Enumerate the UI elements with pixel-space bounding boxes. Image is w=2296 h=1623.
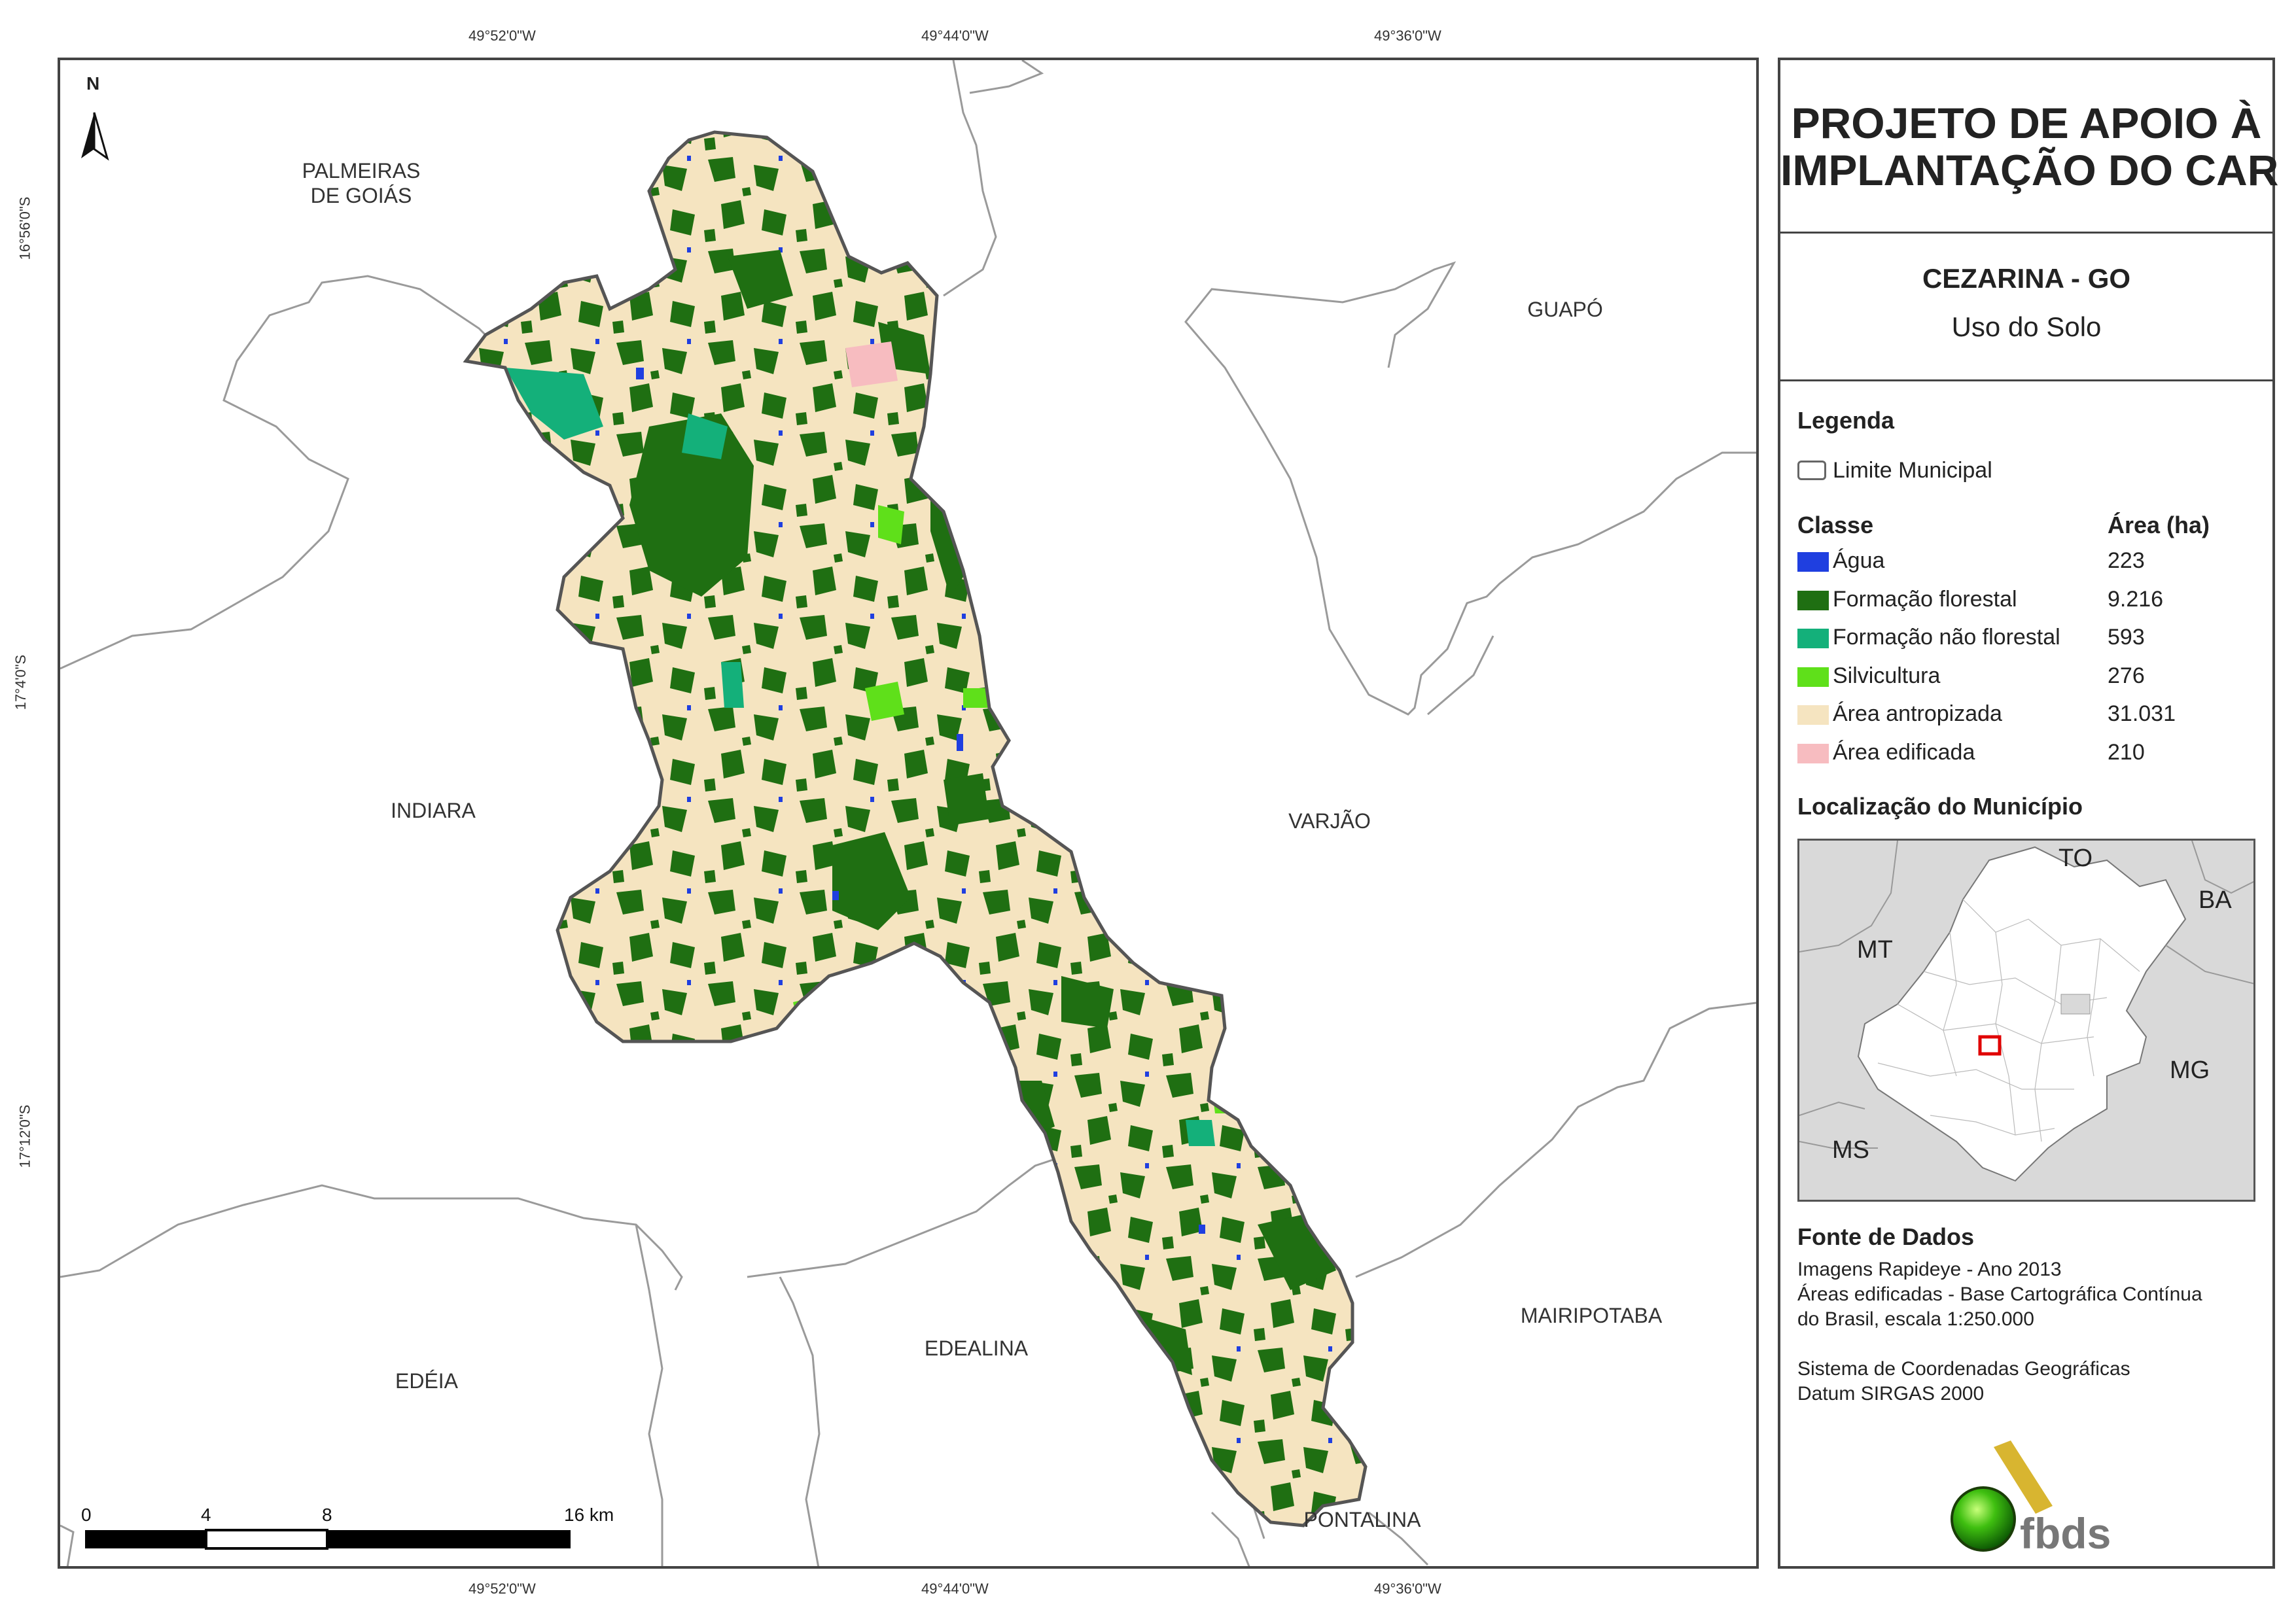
scale-label-8: 8	[322, 1505, 332, 1525]
coord-top-3: 49°36'0"W	[1374, 27, 1441, 44]
coord-left-2: 17°4'0"S	[12, 654, 29, 710]
muni-label-indiara: INDIARA	[391, 799, 476, 822]
inset-label-ba: BA	[2199, 886, 2232, 914]
inset-label-ms: MS	[1832, 1136, 1869, 1164]
north-arrow-icon	[81, 112, 109, 161]
coord-left-3: 17°12'0"S	[16, 1104, 33, 1168]
muni-label-edealina: EDEALINA	[924, 1336, 1029, 1360]
limit-label: Limite Municipal	[1833, 458, 1992, 483]
legend-class-name: Área edificada	[1833, 739, 1975, 765]
muni-label-pontalina: PONTALINA	[1303, 1508, 1421, 1531]
map-subject: Uso do Solo	[1951, 311, 2102, 342]
map-frame[interactable]: N 0 4 8 16 km PALMEIRAS DE GOIÁS GUAPÓ I…	[58, 58, 1759, 1569]
coord-top-2: 49°44'0"W	[921, 27, 989, 44]
side-panel: PROJETO DE APOIO À IMPLANTAÇÃO DO CAR CE…	[1778, 58, 2279, 1569]
legend-class-name: Formação não florestal	[1833, 625, 2060, 650]
limit-swatch	[1797, 461, 1826, 480]
project-title: PROJETO DE APOIO À IMPLANTAÇÃO DO CAR	[1780, 99, 2279, 194]
cezarina-land-use	[466, 132, 1366, 1526]
legend-title: Legenda	[1797, 407, 1895, 434]
scale-label-16km: 16 km	[564, 1505, 614, 1525]
class-header: Classe	[1797, 512, 1874, 538]
source-line-1: Imagens Rapideye - Ano 2013	[1797, 1259, 2062, 1280]
legend-swatch	[1797, 552, 1829, 572]
coord-top-1: 49°52'0"W	[468, 27, 536, 44]
source-line-6: Datum SIRGAS 2000	[1797, 1383, 1985, 1405]
muni-label-edeia: EDÉIA	[395, 1369, 459, 1393]
coord-bottom-1: 49°52'0"W	[468, 1580, 536, 1597]
legend-class-area: 210	[2108, 739, 2145, 765]
legend-class-area: 276	[2108, 663, 2145, 688]
coord-bottom-3: 49°36'0"W	[1374, 1580, 1441, 1597]
legend-swatch	[1797, 743, 1829, 763]
inset-map	[1799, 841, 2253, 1182]
legend-swatch	[1797, 667, 1829, 687]
legend-class-area: 593	[2108, 625, 2145, 650]
fbds-logo: fbds	[1937, 1440, 2134, 1558]
legend-swatch	[1797, 590, 1829, 610]
legend-class-area: 9.216	[2108, 586, 2164, 612]
inset-label-mt: MT	[1857, 936, 1893, 964]
source-line-2: Áreas edificadas - Base Cartográfica Con…	[1797, 1283, 2202, 1305]
legend-class-name: Formação florestal	[1833, 586, 2017, 612]
scale-bar	[85, 1529, 571, 1550]
location-title: Localização do Município	[1797, 793, 2083, 820]
muni-label-palmeiras: PALMEIRAS DE GOIÁS	[302, 159, 421, 207]
scale-label-4: 4	[201, 1505, 211, 1525]
muni-label-guapo: GUAPÓ	[1527, 298, 1603, 321]
fbds-logo-text: fbds	[2020, 1509, 2111, 1558]
muni-label-varjao: VARJÃO	[1288, 809, 1371, 833]
legend-class-name: Silvicultura	[1833, 663, 1941, 688]
source-title: Fonte de Dados	[1797, 1223, 1975, 1250]
scale-label-0: 0	[81, 1505, 92, 1525]
source-line-3: do Brasil, escala 1:250.000	[1797, 1308, 2034, 1330]
coord-bottom-2: 49°44'0"W	[921, 1580, 989, 1597]
muni-label-mairipotaba: MAIRIPOTABA	[1520, 1304, 1663, 1327]
municipality-title: CEZARINA - GO	[1922, 263, 2131, 294]
coord-left-1: 16°56'0"S	[16, 196, 33, 260]
source-line-5: Sistema de Coordenadas Geográficas	[1797, 1358, 2130, 1380]
inset-label-mg: MG	[2170, 1056, 2210, 1084]
legend-swatch	[1797, 705, 1829, 725]
land-use-map	[60, 60, 1756, 1566]
legend-class-area: 31.031	[2108, 701, 2176, 726]
legend-class-name: Água	[1833, 548, 1885, 573]
location-inset: TO BA MT MG MS	[1797, 839, 2255, 1202]
inset-label-to: TO	[2058, 845, 2093, 872]
legend-class-name: Área antropizada	[1833, 701, 2002, 726]
legend-class-area: 223	[2108, 548, 2145, 573]
north-label: N	[86, 73, 100, 94]
legend-swatch	[1797, 629, 1829, 648]
area-header: Área (ha)	[2108, 512, 2210, 538]
